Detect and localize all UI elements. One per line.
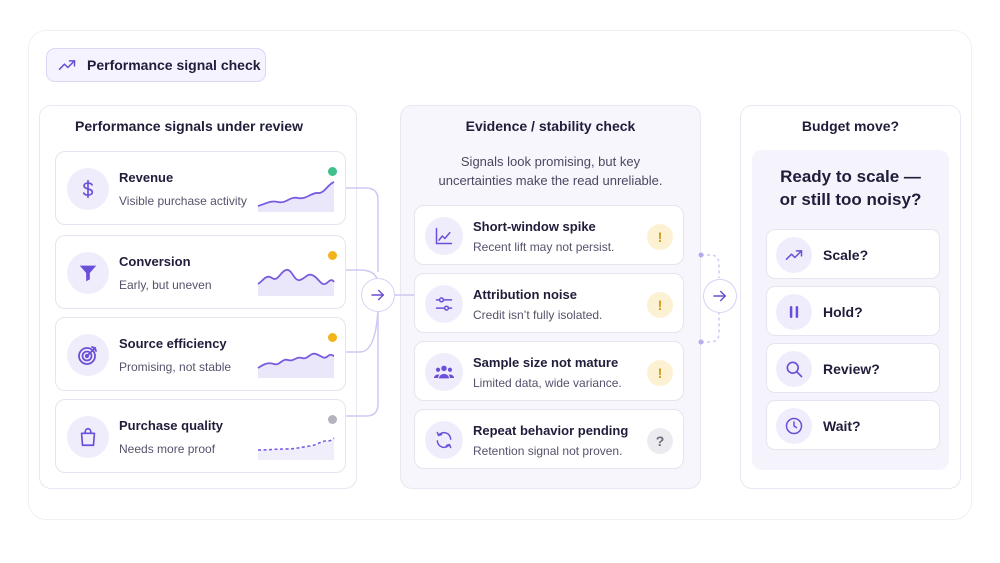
evidence-subtitle-line-1: Signals look promising, but key	[460, 154, 641, 169]
shopping-bag-icon	[67, 416, 109, 458]
signal-title: Source efficiency	[119, 336, 227, 351]
source-efficiency-sparkline	[257, 352, 335, 378]
budget-option-label: Wait?	[823, 418, 861, 434]
evidence-card-attribution-noise: Attribution noise Credit isn’t fully iso…	[414, 273, 684, 333]
question-badge: ?	[647, 428, 673, 454]
budget-question-line-2: or still too noisy?	[779, 190, 922, 209]
evidence-title: Attribution noise	[473, 287, 577, 302]
evidence-subtitle-text: Retention signal not proven.	[473, 444, 623, 458]
signal-title: Purchase quality	[119, 418, 224, 433]
evidence-subtitle-text: Credit isn’t fully isolated.	[473, 308, 603, 322]
budget-question-line-1: Ready to scale —	[780, 167, 921, 186]
trending-up-icon	[776, 237, 812, 273]
budget-option-label: Scale?	[823, 247, 869, 263]
users-icon	[425, 353, 463, 391]
signal-subtitle: Needs more proof	[119, 442, 216, 456]
signal-subtitle: Visible purchase activity	[119, 194, 247, 208]
signal-subtitle: Early, but uneven	[119, 278, 212, 292]
signal-card-conversion: Conversion Early, but uneven	[55, 235, 346, 309]
chart-icon	[425, 217, 463, 255]
flow-arrow-2	[703, 279, 737, 313]
warning-badge: !	[647, 292, 673, 318]
evidence-title: Sample size not mature	[473, 355, 619, 370]
arrow-right-icon	[371, 289, 384, 301]
header-chip-label: Performance signal check	[87, 57, 261, 73]
budget-option-hold[interactable]: Hold?	[766, 286, 940, 336]
status-dot	[328, 333, 337, 342]
budget-option-review[interactable]: Review?	[766, 343, 940, 393]
header-chip: Performance signal check	[46, 48, 266, 82]
warning-badge: !	[647, 224, 673, 250]
budget-panel-title: Budget move?	[801, 118, 900, 134]
evidence-title: Short-window spike	[473, 219, 596, 234]
status-dot	[328, 415, 337, 424]
warning-badge: !	[647, 360, 673, 386]
revenue-sparkline	[257, 181, 335, 212]
evidence-subtitle-line-2: uncertainties make the read unreliable.	[438, 173, 663, 188]
funnel-icon	[67, 252, 109, 294]
signal-title: Revenue	[119, 170, 174, 185]
signal-card-source-efficiency: Source efficiency Promising, not stable	[55, 317, 346, 391]
evidence-subtitle: Signals look promising, but key uncertai…	[400, 152, 701, 190]
conversion-sparkline	[257, 269, 335, 296]
clock-icon	[776, 408, 812, 444]
arrow-right-icon	[713, 290, 726, 302]
search-icon	[776, 351, 812, 387]
budget-option-label: Review?	[823, 361, 880, 377]
pause-icon	[776, 294, 812, 330]
evidence-card-sample-size: Sample size not mature Limited data, wid…	[414, 341, 684, 401]
purchase-quality-sparkline	[257, 437, 335, 460]
signal-subtitle: Promising, not stable	[119, 360, 232, 374]
sliders-icon	[425, 285, 463, 323]
budget-question: Ready to scale — or still too noisy?	[752, 165, 949, 211]
budget-option-scale[interactable]: Scale?	[766, 229, 940, 279]
evidence-panel-title: Evidence / stability check	[465, 118, 636, 134]
budget-option-wait[interactable]: Wait?	[766, 400, 940, 450]
status-dot	[328, 251, 337, 260]
signal-card-purchase-quality: Purchase quality Needs more proof	[55, 399, 346, 473]
refresh-icon	[425, 421, 463, 459]
target-icon	[67, 334, 109, 376]
dollar-icon	[67, 168, 109, 210]
signals-panel-title: Performance signals under review	[75, 118, 303, 134]
evidence-card-repeat-behavior: Repeat behavior pending Retention signal…	[414, 409, 684, 469]
budget-option-label: Hold?	[823, 304, 863, 320]
evidence-title: Repeat behavior pending	[473, 423, 629, 438]
flow-arrow-1	[361, 278, 395, 312]
evidence-subtitle-text: Recent lift may not persist.	[473, 240, 615, 254]
signal-title: Conversion	[119, 254, 191, 269]
evidence-card-short-window-spike: Short-window spike Recent lift may not p…	[414, 205, 684, 265]
signal-card-revenue: Revenue Visible purchase activity	[55, 151, 346, 225]
evidence-subtitle-text: Limited data, wide variance.	[473, 376, 622, 390]
status-dot	[328, 167, 337, 176]
trending-up-icon	[58, 60, 76, 70]
